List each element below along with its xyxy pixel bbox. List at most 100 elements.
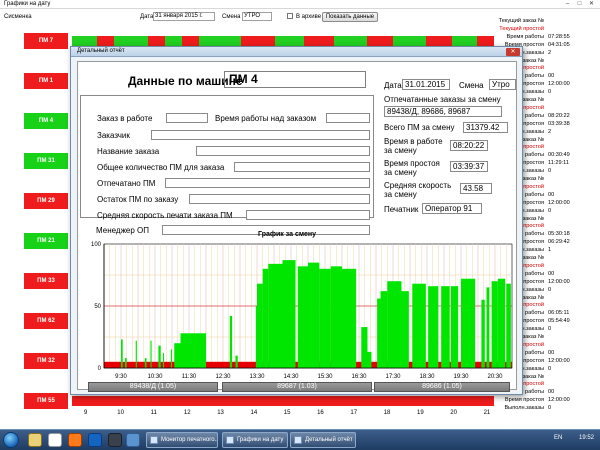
status-row: Выполн.заказы 0	[502, 287, 598, 294]
status-key: Выполн.заказы	[504, 207, 544, 214]
remaining-field	[189, 194, 370, 204]
status-value: 00	[548, 270, 555, 277]
machine-button[interactable]: ПМ 33	[24, 273, 68, 289]
order-segment[interactable]: 89438/Д (1.05)	[88, 382, 218, 392]
status-row: Время простоя 12:00:00	[502, 81, 598, 88]
status-value: 00	[548, 349, 555, 356]
machine-button[interactable]: ПМ 55	[24, 393, 68, 409]
status-key: Время простоя	[504, 239, 544, 246]
idle-time-label-2: за смену	[384, 168, 417, 177]
status-key: Текущий простой	[499, 25, 544, 32]
total-pm-value: 31379.42	[463, 122, 508, 133]
window-icon	[294, 436, 302, 444]
run-bar	[450, 286, 459, 368]
order-segment[interactable]: 89687 (1.03)	[222, 382, 372, 392]
show-data-button[interactable]: Показать данные	[322, 12, 378, 22]
dialog-titlebar: Детальный отчёт ✕	[71, 47, 522, 57]
dialog-title: Детальный отчёт	[77, 48, 125, 54]
order-segment[interactable]: 89686 (1.05)	[374, 382, 510, 392]
status-key: Время простоя	[504, 357, 544, 364]
status-row: Выполн.заказы 2	[502, 129, 598, 136]
detail-report-dialog: Детальный отчёт ✕ Данные по машине ПМ 4 …	[70, 46, 523, 395]
close-icon[interactable]: ✕	[588, 1, 595, 7]
machine-button[interactable]: ПМ 29	[24, 193, 68, 209]
status-key: Время работы	[506, 33, 544, 40]
terminal-icon[interactable]	[108, 433, 122, 447]
status-value: 1	[548, 247, 552, 254]
taskbar-item-label: Графики на дату	[237, 437, 284, 443]
taskbar-item[interactable]: Монитор печатного...	[146, 432, 218, 448]
taskbar-item-label: Детальный отчёт	[305, 437, 353, 443]
office-icon[interactable]	[88, 433, 102, 447]
status-key: Время работы	[506, 152, 544, 159]
idle-time-label-1: Время простоя	[384, 159, 440, 168]
run-bar	[367, 351, 372, 368]
chart-title: График за смену	[258, 231, 317, 238]
archive-checkbox[interactable]	[287, 13, 293, 19]
shift-select[interactable]: УТРО	[242, 12, 272, 21]
run-bar	[150, 340, 152, 368]
run-bar	[319, 268, 331, 368]
monitor-icon[interactable]	[126, 433, 140, 447]
window-icon	[226, 436, 234, 444]
work-time-value: 08:20:22	[450, 140, 488, 151]
explorer-icon[interactable]	[28, 433, 42, 447]
timeline-run-segment	[114, 36, 148, 46]
status-row: Текущий простой	[499, 25, 598, 33]
run-bar	[158, 345, 161, 368]
work-time-on-order-field	[326, 113, 370, 123]
status-row: Время простоя 12:00:00	[502, 397, 598, 404]
taskbar-item[interactable]: Детальный отчёт	[290, 432, 356, 448]
run-bar	[387, 281, 402, 368]
status-value: 2	[548, 49, 552, 56]
hour-tick-label: 12	[183, 410, 191, 416]
run-bar	[235, 355, 238, 368]
machine-button[interactable]: ПМ 31	[24, 153, 68, 169]
avg-speed-label-2: за смену	[384, 190, 417, 199]
date-picker[interactable]: 31 января 2015 г.	[153, 12, 215, 21]
x-tick-label: 18:30	[419, 374, 435, 380]
status-row: Время работы 08:20:22	[502, 113, 598, 120]
taskbar-item[interactable]: Графики на дату	[222, 432, 288, 448]
machine-button[interactable]: ПМ 7	[24, 33, 68, 49]
machine-button[interactable]: ПМ 62	[24, 313, 68, 329]
status-value: 00	[548, 73, 555, 80]
status-value: 0	[548, 207, 552, 214]
x-tick-label: 19:30	[453, 374, 469, 380]
dialog-date-value: 31.01.2015	[402, 79, 450, 90]
machine-button[interactable]: ПМ 21	[24, 233, 68, 249]
x-tick-label: 9:30	[115, 374, 127, 380]
shift-label: Смена	[222, 14, 241, 20]
machine-button[interactable]: ПМ 4	[24, 113, 68, 129]
start-button[interactable]	[3, 432, 19, 448]
media-icon[interactable]	[48, 433, 62, 447]
maximize-icon[interactable]: □	[577, 1, 582, 7]
player-icon[interactable]	[68, 433, 82, 447]
x-tick-label: 10:30	[147, 374, 163, 380]
dialog-shift-label: Смена	[459, 81, 484, 90]
status-key: Время простоя	[504, 160, 544, 167]
status-row: Выполн.заказы 0	[502, 89, 598, 96]
clock[interactable]: 19:52	[578, 435, 594, 441]
machine-button[interactable]: ПМ 32	[24, 353, 68, 369]
window-icon	[150, 436, 158, 444]
status-value: 05:30:18	[548, 231, 570, 238]
status-value: 11:29:11	[548, 160, 569, 167]
run-bar	[135, 340, 137, 368]
status-value: 12:00:00	[548, 199, 570, 206]
language-indicator[interactable]: EN	[553, 435, 563, 441]
machine-button[interactable]: ПМ 1	[24, 73, 68, 89]
status-value: 00:30:49	[548, 152, 570, 159]
status-value: 05:54:49	[548, 318, 570, 325]
run-bar	[170, 349, 172, 368]
dialog-close-icon[interactable]: ✕	[506, 48, 520, 56]
status-value: 06:29:42	[548, 239, 570, 246]
status-row: Время работы 07:28:55	[502, 34, 598, 41]
status-key: Время работы	[506, 73, 544, 80]
minimize-icon[interactable]: –	[565, 1, 570, 7]
printer-value: Оператор 91	[422, 203, 482, 214]
hour-tick-label: 11	[150, 410, 157, 416]
hour-tick-label: 20	[450, 410, 457, 416]
hour-tick-label: 21	[483, 410, 491, 416]
hour-tick-label: 17	[350, 410, 358, 416]
